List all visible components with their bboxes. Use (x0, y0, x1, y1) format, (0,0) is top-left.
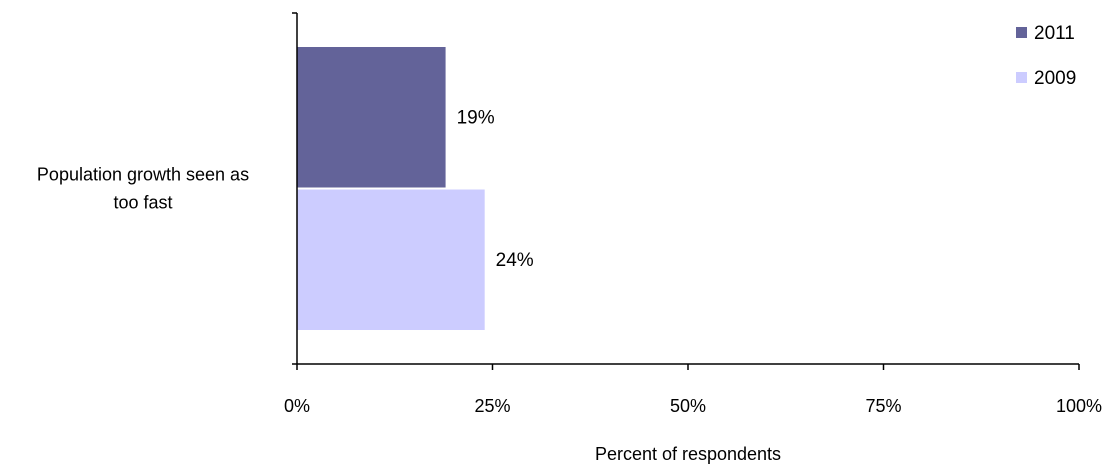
x-tick-label: 50% (670, 396, 706, 416)
value-labels-group: 19% 24% (457, 107, 534, 271)
y-ticks-group (292, 12, 297, 365)
legend: 2011 2009 (1016, 23, 1076, 89)
category-label: Population growth seen as too fast (37, 165, 249, 213)
category-labels-group: Population growth seen as too fast (37, 165, 249, 213)
x-tick-label: 100% (1056, 396, 1102, 416)
x-axis-title: Percent of respondents (595, 444, 781, 464)
legend-swatch-2011 (1016, 27, 1027, 38)
bar-2009 (297, 189, 485, 330)
x-ticks-group (296, 364, 1080, 370)
bars-group (297, 47, 485, 330)
x-tick-label: 25% (474, 396, 510, 416)
legend-label-2011: 2011 (1034, 23, 1075, 44)
x-tick-labels-group: 0% 25% 50% 75% 100% (284, 396, 1102, 416)
legend-label-2009: 2009 (1034, 68, 1076, 89)
bar-value-label-2009: 24% (496, 250, 534, 271)
legend-swatch-2009 (1016, 72, 1027, 83)
bar-2011 (297, 47, 446, 188)
bar-value-label-2011: 19% (457, 107, 495, 128)
x-tick-label: 75% (865, 396, 901, 416)
x-tick-label: 0% (284, 396, 310, 416)
